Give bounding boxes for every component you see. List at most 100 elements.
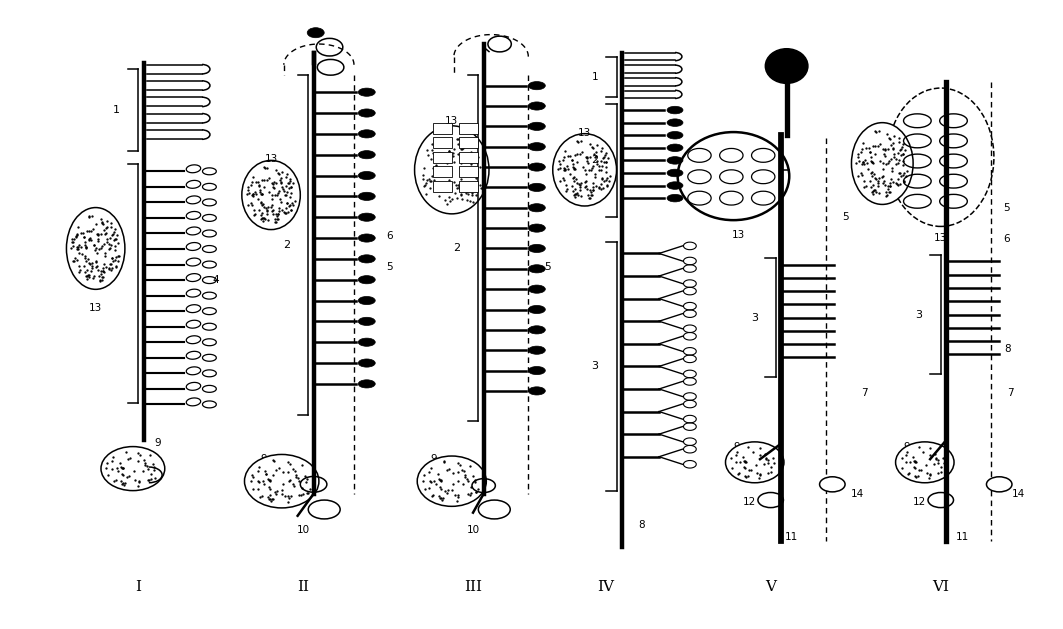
Ellipse shape: [668, 119, 682, 126]
Text: 8: 8: [638, 520, 644, 530]
Ellipse shape: [528, 82, 545, 90]
Ellipse shape: [358, 380, 375, 388]
Text: I: I: [135, 581, 141, 594]
Text: 9: 9: [154, 438, 161, 448]
Ellipse shape: [888, 88, 994, 226]
Ellipse shape: [528, 265, 545, 273]
Ellipse shape: [528, 346, 545, 354]
Circle shape: [307, 28, 324, 38]
Text: 5: 5: [544, 262, 551, 272]
Ellipse shape: [528, 183, 545, 191]
Text: 9: 9: [904, 442, 910, 452]
Text: 6: 6: [386, 231, 392, 241]
FancyBboxPatch shape: [433, 166, 452, 177]
Text: 11: 11: [956, 532, 968, 542]
Text: 5: 5: [842, 212, 848, 222]
Text: VI: VI: [932, 581, 949, 594]
Ellipse shape: [668, 144, 682, 152]
Text: 9: 9: [733, 442, 740, 452]
Text: 8: 8: [1005, 344, 1011, 354]
Ellipse shape: [726, 442, 784, 483]
Circle shape: [478, 500, 510, 519]
Ellipse shape: [668, 106, 682, 114]
Text: 3: 3: [750, 313, 758, 323]
FancyBboxPatch shape: [433, 181, 452, 192]
Circle shape: [308, 500, 340, 519]
Ellipse shape: [358, 130, 375, 138]
Ellipse shape: [668, 182, 682, 189]
Text: 2: 2: [113, 265, 120, 276]
Ellipse shape: [895, 442, 955, 483]
Ellipse shape: [528, 143, 545, 151]
Text: 12: 12: [913, 497, 926, 507]
Ellipse shape: [528, 122, 545, 130]
Text: 2: 2: [453, 243, 460, 253]
Ellipse shape: [668, 157, 682, 164]
Text: 14: 14: [1012, 489, 1025, 499]
Ellipse shape: [528, 224, 545, 232]
Text: 5: 5: [1003, 203, 1010, 213]
Ellipse shape: [358, 192, 375, 201]
Ellipse shape: [66, 208, 125, 289]
Text: 13: 13: [578, 128, 591, 138]
FancyBboxPatch shape: [433, 123, 452, 134]
Text: 2: 2: [591, 155, 598, 165]
Text: 13: 13: [89, 303, 102, 313]
Ellipse shape: [358, 296, 375, 304]
Ellipse shape: [415, 126, 489, 214]
FancyBboxPatch shape: [459, 152, 478, 163]
Ellipse shape: [765, 48, 808, 83]
Ellipse shape: [528, 367, 545, 375]
Text: V: V: [765, 581, 776, 594]
Ellipse shape: [358, 109, 375, 117]
Ellipse shape: [528, 387, 545, 395]
Circle shape: [928, 493, 954, 508]
Ellipse shape: [358, 317, 375, 325]
Text: 1: 1: [113, 105, 120, 115]
Text: III: III: [465, 581, 482, 594]
FancyBboxPatch shape: [459, 137, 478, 148]
Circle shape: [820, 477, 845, 492]
Text: 5: 5: [386, 262, 392, 272]
Text: 7: 7: [861, 388, 867, 398]
FancyBboxPatch shape: [459, 123, 478, 134]
Ellipse shape: [668, 169, 682, 177]
Ellipse shape: [528, 244, 545, 252]
Text: 4: 4: [691, 155, 697, 165]
Text: 4: 4: [213, 275, 219, 285]
Text: 10: 10: [467, 525, 479, 535]
Text: 3: 3: [915, 309, 923, 320]
Ellipse shape: [241, 160, 301, 230]
Ellipse shape: [528, 102, 545, 110]
FancyBboxPatch shape: [459, 166, 478, 177]
FancyBboxPatch shape: [433, 137, 452, 148]
Text: 7: 7: [1007, 388, 1013, 398]
Ellipse shape: [668, 194, 682, 202]
Text: 2: 2: [283, 240, 290, 250]
Text: IV: IV: [597, 581, 614, 594]
Text: 13: 13: [265, 153, 277, 164]
Ellipse shape: [358, 234, 375, 242]
Text: 13: 13: [934, 233, 947, 243]
Circle shape: [758, 493, 783, 508]
Ellipse shape: [358, 88, 375, 96]
Text: 6: 6: [1003, 234, 1010, 244]
Ellipse shape: [358, 338, 375, 347]
Text: 9: 9: [431, 454, 437, 464]
Text: 3: 3: [591, 362, 598, 371]
Ellipse shape: [244, 454, 319, 508]
Ellipse shape: [358, 213, 375, 221]
Ellipse shape: [851, 123, 913, 204]
Ellipse shape: [678, 132, 789, 220]
Text: 9: 9: [260, 454, 267, 464]
Text: 12: 12: [743, 497, 756, 507]
Ellipse shape: [358, 150, 375, 159]
Ellipse shape: [528, 326, 545, 334]
Ellipse shape: [528, 285, 545, 293]
FancyBboxPatch shape: [459, 181, 478, 192]
Text: 10: 10: [297, 525, 309, 535]
Ellipse shape: [528, 163, 545, 171]
Ellipse shape: [528, 306, 545, 314]
Text: 14: 14: [850, 489, 863, 499]
Ellipse shape: [528, 204, 545, 212]
